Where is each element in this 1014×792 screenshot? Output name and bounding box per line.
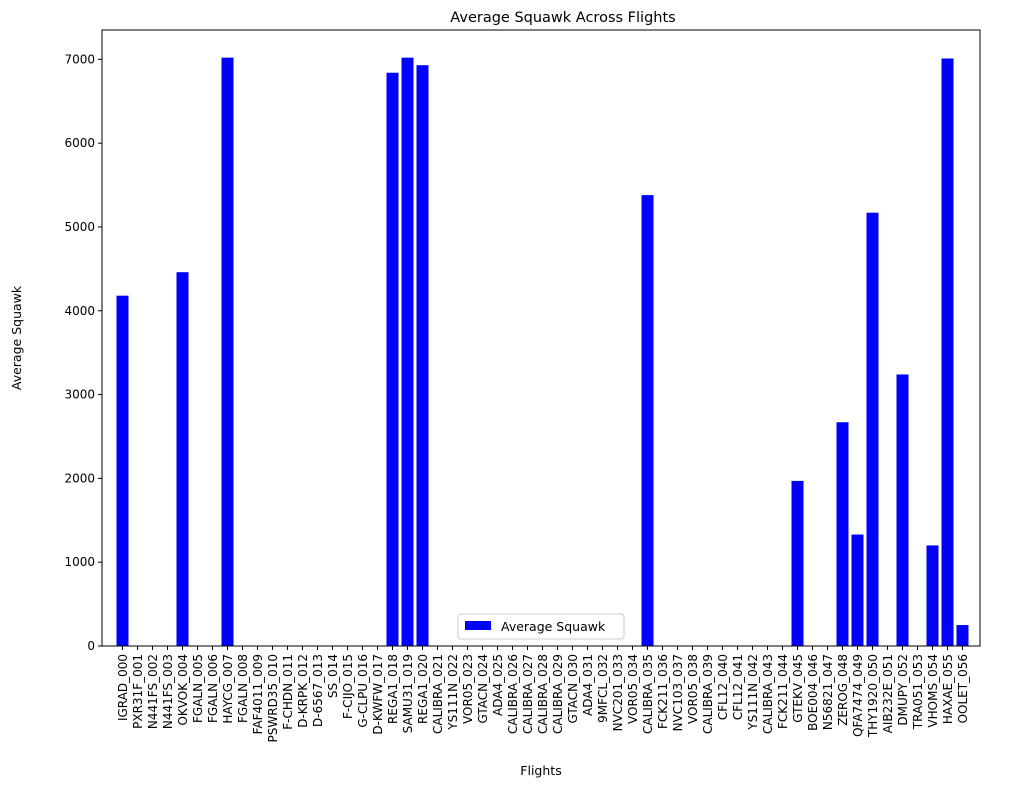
x-tick-label: CALIBRA_043: [761, 654, 775, 734]
x-tick-label: IGRAD_000: [116, 654, 130, 721]
x-tick-label: CALIBRA_035: [641, 654, 655, 734]
bar: [416, 65, 429, 646]
x-tick-label: YS111N_042: [746, 654, 760, 731]
x-tick-label: SAMU31_019: [401, 654, 415, 733]
bar: [866, 212, 879, 646]
bar: [791, 480, 804, 646]
y-tick-label: 1000: [64, 555, 95, 569]
x-tick-label: F-CIJO_015: [341, 654, 355, 719]
x-tick-label: YS111N_022: [446, 654, 460, 731]
y-tick-label: 2000: [64, 471, 95, 485]
bar: [641, 195, 654, 646]
bar: [386, 72, 399, 646]
x-tick-label: REGA1_020: [416, 654, 430, 724]
x-tick-label: VOR05_038: [686, 654, 700, 724]
bar: [116, 295, 129, 646]
x-tick-label: CFL12_040: [716, 654, 730, 720]
x-tick-label: CALIBRA_028: [536, 654, 550, 734]
bar-series: [116, 57, 969, 646]
x-tick-label: HAYCG_007: [221, 654, 235, 724]
x-tick-label: D-KRPK_012: [296, 654, 310, 728]
x-tick-label: TRA051_053: [911, 654, 925, 730]
bar: [401, 57, 414, 646]
x-tick-label: ADA4_031: [581, 654, 595, 716]
y-tick-label: 5000: [64, 220, 95, 234]
x-tick-label: N441FS_002: [146, 654, 160, 729]
x-tick-label: THY1920_050: [866, 654, 880, 738]
legend: Average Squawk: [457, 613, 625, 640]
x-tick-label: NVC201_033: [611, 654, 625, 731]
x-tick-label: D-KWFW_017: [371, 654, 385, 735]
bar: [956, 625, 969, 646]
x-axis-label: Flights: [520, 763, 561, 778]
bar: [851, 534, 864, 646]
x-tick-label: CALIBRA_021: [431, 654, 445, 734]
x-tick-label: ZEROG_048: [836, 654, 850, 726]
x-tick-label: CALIBRA_029: [551, 654, 565, 734]
x-axis-ticks: IGRAD_000 PXR31F_001 N441FS_002 N441FS_003 O…: [116, 646, 970, 742]
y-axis-ticks: 0 1000 2000 3000 4000 5000 6000 7000: [64, 52, 102, 653]
y-axis-label: Average Squawk: [9, 285, 24, 390]
bar: [896, 374, 909, 646]
x-tick-label: FGALN_005: [191, 654, 205, 723]
x-tick-label: CALIBRA_039: [701, 654, 715, 734]
x-tick-label: DMUPY_052: [896, 654, 910, 726]
x-tick-label: VHOMS_054: [926, 654, 940, 728]
legend-frame: [457, 613, 625, 640]
x-tick-label: FCK211_044: [776, 654, 790, 729]
x-tick-label: OKVOK_004: [176, 654, 190, 726]
x-tick-label: FGALN_008: [236, 654, 250, 723]
x-tick-label: GTEKV_045: [791, 654, 805, 723]
x-tick-label: FAF4011_009: [251, 654, 265, 734]
x-tick-label: SS_014: [326, 654, 340, 698]
bar: [836, 422, 849, 646]
x-tick-label: VOR05_023: [461, 654, 475, 724]
x-tick-label: PXR31F_001: [131, 654, 145, 729]
y-tick-label: 4000: [64, 304, 95, 318]
bar: [221, 57, 234, 646]
plot-area-frame: [101, 29, 981, 647]
x-tick-label: HAXAE_055: [941, 654, 955, 724]
x-tick-label: N441FS_003: [161, 654, 175, 729]
legend-swatch: [465, 621, 491, 630]
x-tick-label: D-6567_013: [311, 654, 325, 727]
x-tick-label: AIB232E_051: [881, 654, 895, 733]
x-tick-label: G-CLPU_016: [356, 654, 370, 728]
x-tick-label: QFA7474_049: [851, 654, 865, 737]
x-tick-label: CALIBRA_026: [506, 654, 520, 734]
x-tick-label: ADA4_025: [491, 654, 505, 716]
x-tick-label: REGA1_018: [386, 654, 400, 724]
x-tick-label: 9MFCL_032: [596, 654, 610, 723]
x-tick-label: BOE004_046: [806, 654, 820, 731]
x-tick-label: GTACN_024: [476, 654, 490, 724]
bar: [926, 545, 939, 646]
legend-entry-label: Average Squawk: [501, 619, 606, 634]
y-tick-label: 0: [87, 639, 95, 653]
bar: [941, 58, 954, 646]
y-tick-label: 3000: [64, 388, 95, 402]
x-tick-label: OOLET_056: [956, 654, 970, 723]
x-tick-label: F-CHDN_011: [281, 654, 295, 730]
x-tick-label: CALIBRA_027: [521, 654, 535, 734]
x-tick-label: PSWRD35_010: [266, 654, 280, 742]
x-tick-label: GTACN_030: [566, 654, 580, 724]
bar: [176, 272, 189, 646]
x-tick-label: FCK211_036: [656, 654, 670, 729]
x-tick-label: FGALN_006: [206, 654, 220, 723]
x-tick-label: VOR05_034: [626, 654, 640, 724]
x-tick-label: CFL12_041: [731, 654, 745, 720]
x-tick-label: N56821_047: [821, 654, 835, 730]
y-tick-label: 6000: [64, 136, 95, 150]
chart-title: Average Squawk Across Flights: [450, 10, 675, 26]
x-tick-label: NVC103_037: [671, 654, 685, 731]
y-tick-label: 7000: [64, 52, 95, 66]
